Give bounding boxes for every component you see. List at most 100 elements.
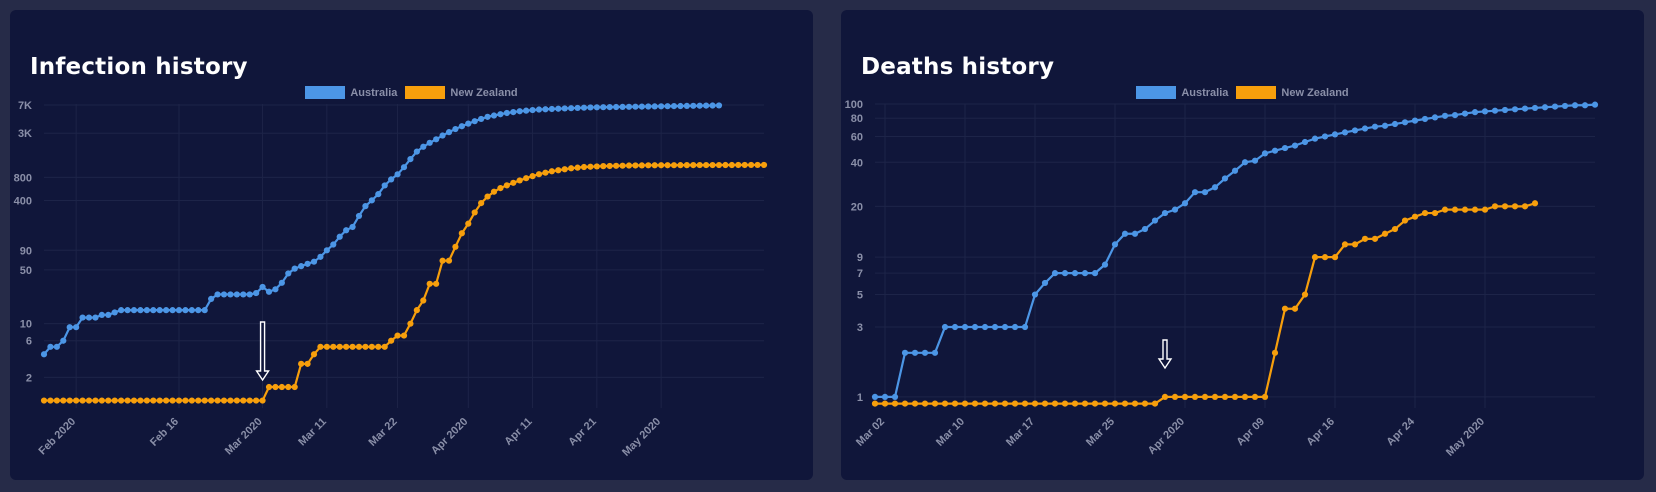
data-point[interactable] xyxy=(317,253,324,260)
data-point[interactable] xyxy=(1031,291,1039,298)
data-point[interactable] xyxy=(1031,400,1039,407)
data-point[interactable] xyxy=(265,288,273,295)
data-point[interactable] xyxy=(715,102,723,109)
data-point[interactable] xyxy=(394,171,401,178)
data-point[interactable] xyxy=(118,397,125,404)
data-point[interactable] xyxy=(1431,209,1439,217)
data-point[interactable] xyxy=(891,393,899,401)
data-point[interactable] xyxy=(1311,135,1319,142)
data-point[interactable] xyxy=(901,349,909,356)
data-point[interactable] xyxy=(1351,127,1359,134)
data-point[interactable] xyxy=(1101,261,1109,268)
data-point[interactable] xyxy=(891,400,899,407)
data-point[interactable] xyxy=(574,164,581,171)
data-point[interactable] xyxy=(1511,203,1519,210)
data-point[interactable] xyxy=(1361,235,1369,242)
data-point[interactable] xyxy=(304,260,311,267)
data-point[interactable] xyxy=(349,223,356,231)
data-point[interactable] xyxy=(85,314,93,321)
data-point[interactable] xyxy=(690,161,697,169)
data-point[interactable] xyxy=(709,102,716,109)
data-point[interactable] xyxy=(735,161,742,169)
data-point[interactable] xyxy=(632,162,639,169)
data-point[interactable] xyxy=(118,307,125,314)
data-point[interactable] xyxy=(1091,270,1099,277)
data-point[interactable] xyxy=(259,397,266,404)
data-point[interactable] xyxy=(542,106,549,113)
data-point[interactable] xyxy=(156,307,163,314)
data-point[interactable] xyxy=(1081,270,1089,277)
data-point[interactable] xyxy=(1481,108,1489,115)
data-point[interactable] xyxy=(420,297,427,304)
data-point[interactable] xyxy=(285,383,292,391)
data-point[interactable] xyxy=(748,161,755,169)
data-point[interactable] xyxy=(105,311,112,319)
data-point[interactable] xyxy=(1541,104,1549,111)
data-point[interactable] xyxy=(632,103,639,110)
data-point[interactable] xyxy=(1151,400,1159,407)
data-point[interactable] xyxy=(921,400,929,407)
data-point[interactable] xyxy=(1361,125,1369,132)
data-point[interactable] xyxy=(548,168,555,175)
data-point[interactable] xyxy=(240,291,247,298)
data-point[interactable] xyxy=(709,161,716,169)
data-point[interactable] xyxy=(911,400,919,407)
data-point[interactable] xyxy=(111,309,118,316)
data-point[interactable] xyxy=(881,400,889,407)
data-point[interactable] xyxy=(1481,206,1489,213)
data-point[interactable] xyxy=(1521,203,1529,210)
data-point[interactable] xyxy=(445,129,453,136)
data-point[interactable] xyxy=(47,343,54,350)
data-point[interactable] xyxy=(98,311,105,319)
data-point[interactable] xyxy=(201,397,208,404)
data-point[interactable] xyxy=(1171,393,1179,401)
data-point[interactable] xyxy=(1451,206,1459,213)
data-point[interactable] xyxy=(375,343,382,350)
data-point[interactable] xyxy=(458,123,465,130)
data-point[interactable] xyxy=(188,307,195,314)
data-point[interactable] xyxy=(971,323,979,331)
data-point[interactable] xyxy=(1241,159,1249,166)
data-point[interactable] xyxy=(516,177,523,184)
data-point[interactable] xyxy=(1561,102,1569,110)
data-point[interactable] xyxy=(1181,393,1189,401)
data-point[interactable] xyxy=(253,289,260,297)
data-point[interactable] xyxy=(1051,400,1059,407)
data-point[interactable] xyxy=(664,162,671,169)
data-point[interactable] xyxy=(600,163,607,170)
data-point[interactable] xyxy=(79,314,86,321)
data-point[interactable] xyxy=(931,349,939,356)
data-point[interactable] xyxy=(516,108,523,115)
data-point[interactable] xyxy=(1591,101,1599,108)
data-point[interactable] xyxy=(651,162,658,169)
data-point[interactable] xyxy=(1391,120,1399,128)
data-point[interactable] xyxy=(98,397,105,404)
data-point[interactable] xyxy=(1301,291,1309,298)
data-point[interactable] xyxy=(1091,400,1099,407)
data-point[interactable] xyxy=(619,103,626,111)
data-point[interactable] xyxy=(1201,189,1209,196)
data-point[interactable] xyxy=(760,161,768,169)
data-point[interactable] xyxy=(124,307,131,314)
data-point[interactable] xyxy=(323,343,330,350)
data-point[interactable] xyxy=(150,397,157,404)
data-point[interactable] xyxy=(452,125,459,133)
data-point[interactable] xyxy=(670,103,678,110)
data-point[interactable] xyxy=(580,104,588,111)
data-point[interactable] xyxy=(529,173,536,180)
legend-australia[interactable]: Australia xyxy=(305,86,397,99)
data-point[interactable] xyxy=(343,343,350,350)
data-point[interactable] xyxy=(490,188,498,195)
data-point[interactable] xyxy=(638,162,645,169)
data-point[interactable] xyxy=(1581,102,1589,109)
data-point[interactable] xyxy=(1161,209,1169,217)
data-point[interactable] xyxy=(298,360,305,367)
data-point[interactable] xyxy=(1111,241,1119,248)
data-point[interactable] xyxy=(137,307,144,314)
data-point[interactable] xyxy=(439,132,446,139)
data-point[interactable] xyxy=(60,337,67,344)
data-point[interactable] xyxy=(445,257,453,264)
data-point[interactable] xyxy=(1261,150,1269,157)
data-point[interactable] xyxy=(991,400,999,407)
data-point[interactable] xyxy=(400,332,408,339)
